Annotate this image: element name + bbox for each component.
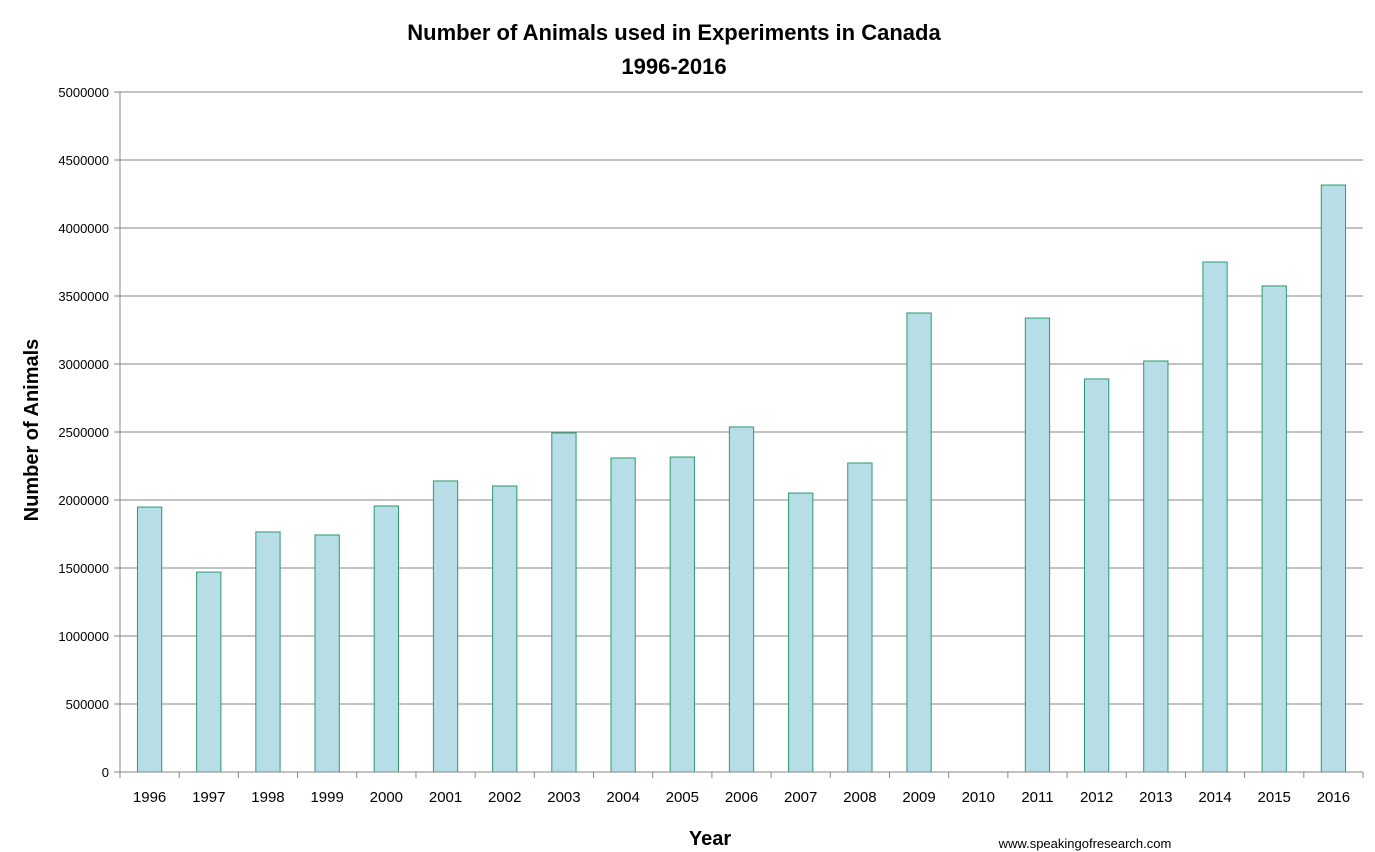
bar-2004 (610, 457, 636, 773)
x-tick-label: 1997 (192, 789, 225, 806)
bar-2011 (1024, 317, 1051, 773)
bar-1996 (136, 506, 163, 773)
chart-title: Number of Animals used in Experiments in… (407, 20, 941, 45)
x-tick-label: 2008 (843, 789, 876, 806)
bar-2013 (1143, 360, 1169, 773)
bar-2005 (669, 456, 695, 773)
y-tick-label: 0 (102, 765, 109, 780)
y-tick-label: 500000 (66, 697, 109, 712)
bar-2012 (1084, 378, 1110, 773)
bar-2001 (432, 480, 459, 773)
y-tick-label: 1500000 (58, 561, 109, 576)
bar-2000 (373, 505, 399, 773)
x-tick-label: 2001 (429, 789, 462, 806)
bar-2003 (551, 432, 577, 773)
x-tick-label: 2016 (1317, 789, 1350, 806)
bar-2007 (788, 492, 814, 773)
y-tick-label: 4500000 (58, 153, 109, 168)
x-tick-label: 2014 (1198, 789, 1231, 806)
x-tick-label: 2010 (962, 789, 995, 806)
axes (119, 92, 1363, 773)
bar-1997 (196, 571, 222, 773)
y-tick-label: 5000000 (58, 85, 109, 100)
x-tick-label: 2009 (902, 789, 935, 806)
x-tick-label: 2013 (1139, 789, 1172, 806)
x-tick-label: 2005 (666, 789, 699, 806)
y-tick-label: 3000000 (58, 357, 109, 372)
bar-2006 (728, 426, 755, 773)
x-tick-label: 1996 (133, 789, 166, 806)
bars (136, 184, 1347, 773)
bar-2016 (1320, 184, 1347, 773)
x-axis-ticks: 1996 1997 1998 1999 2000 2001 2002 2003 2004 2005… (119, 772, 1364, 806)
x-tick-label: 2002 (488, 789, 521, 806)
source-credit: www.speakingofresearch.com (998, 836, 1172, 851)
bar-1999 (314, 534, 340, 773)
y-tick-label: 2000000 (58, 493, 109, 508)
bar-2014 (1202, 261, 1228, 773)
bar-2009 (906, 312, 932, 773)
x-tick-label: 2000 (370, 789, 403, 806)
bar-2008 (847, 462, 873, 773)
bar-1998 (255, 531, 281, 773)
y-tick-label: 3500000 (58, 289, 109, 304)
chart-subtitle: 1996-2016 (621, 54, 726, 79)
y-tick-label: 2500000 (58, 425, 109, 440)
y-axis-label: Number of Animals (21, 339, 43, 522)
x-tick-label: 2006 (725, 789, 758, 806)
x-tick-label: 2011 (1021, 789, 1053, 806)
y-axis-ticks: 0 500000 1000000 1500000 2000000 2500000 30000… (58, 85, 120, 780)
y-tick-label: 4000000 (58, 221, 109, 236)
x-tick-label: 2012 (1080, 789, 1113, 806)
x-tick-label: 1998 (251, 789, 284, 806)
x-tick-label: 2007 (784, 789, 817, 806)
y-tick-label: 1000000 (58, 629, 109, 644)
bar-2015 (1261, 285, 1287, 773)
x-tick-label: 2003 (547, 789, 580, 806)
x-tick-label: 2015 (1258, 789, 1291, 806)
x-tick-label: 2004 (606, 789, 639, 806)
bar-2002 (492, 485, 518, 773)
x-axis-label: Year (689, 828, 731, 850)
x-tick-label: 1999 (310, 789, 343, 806)
